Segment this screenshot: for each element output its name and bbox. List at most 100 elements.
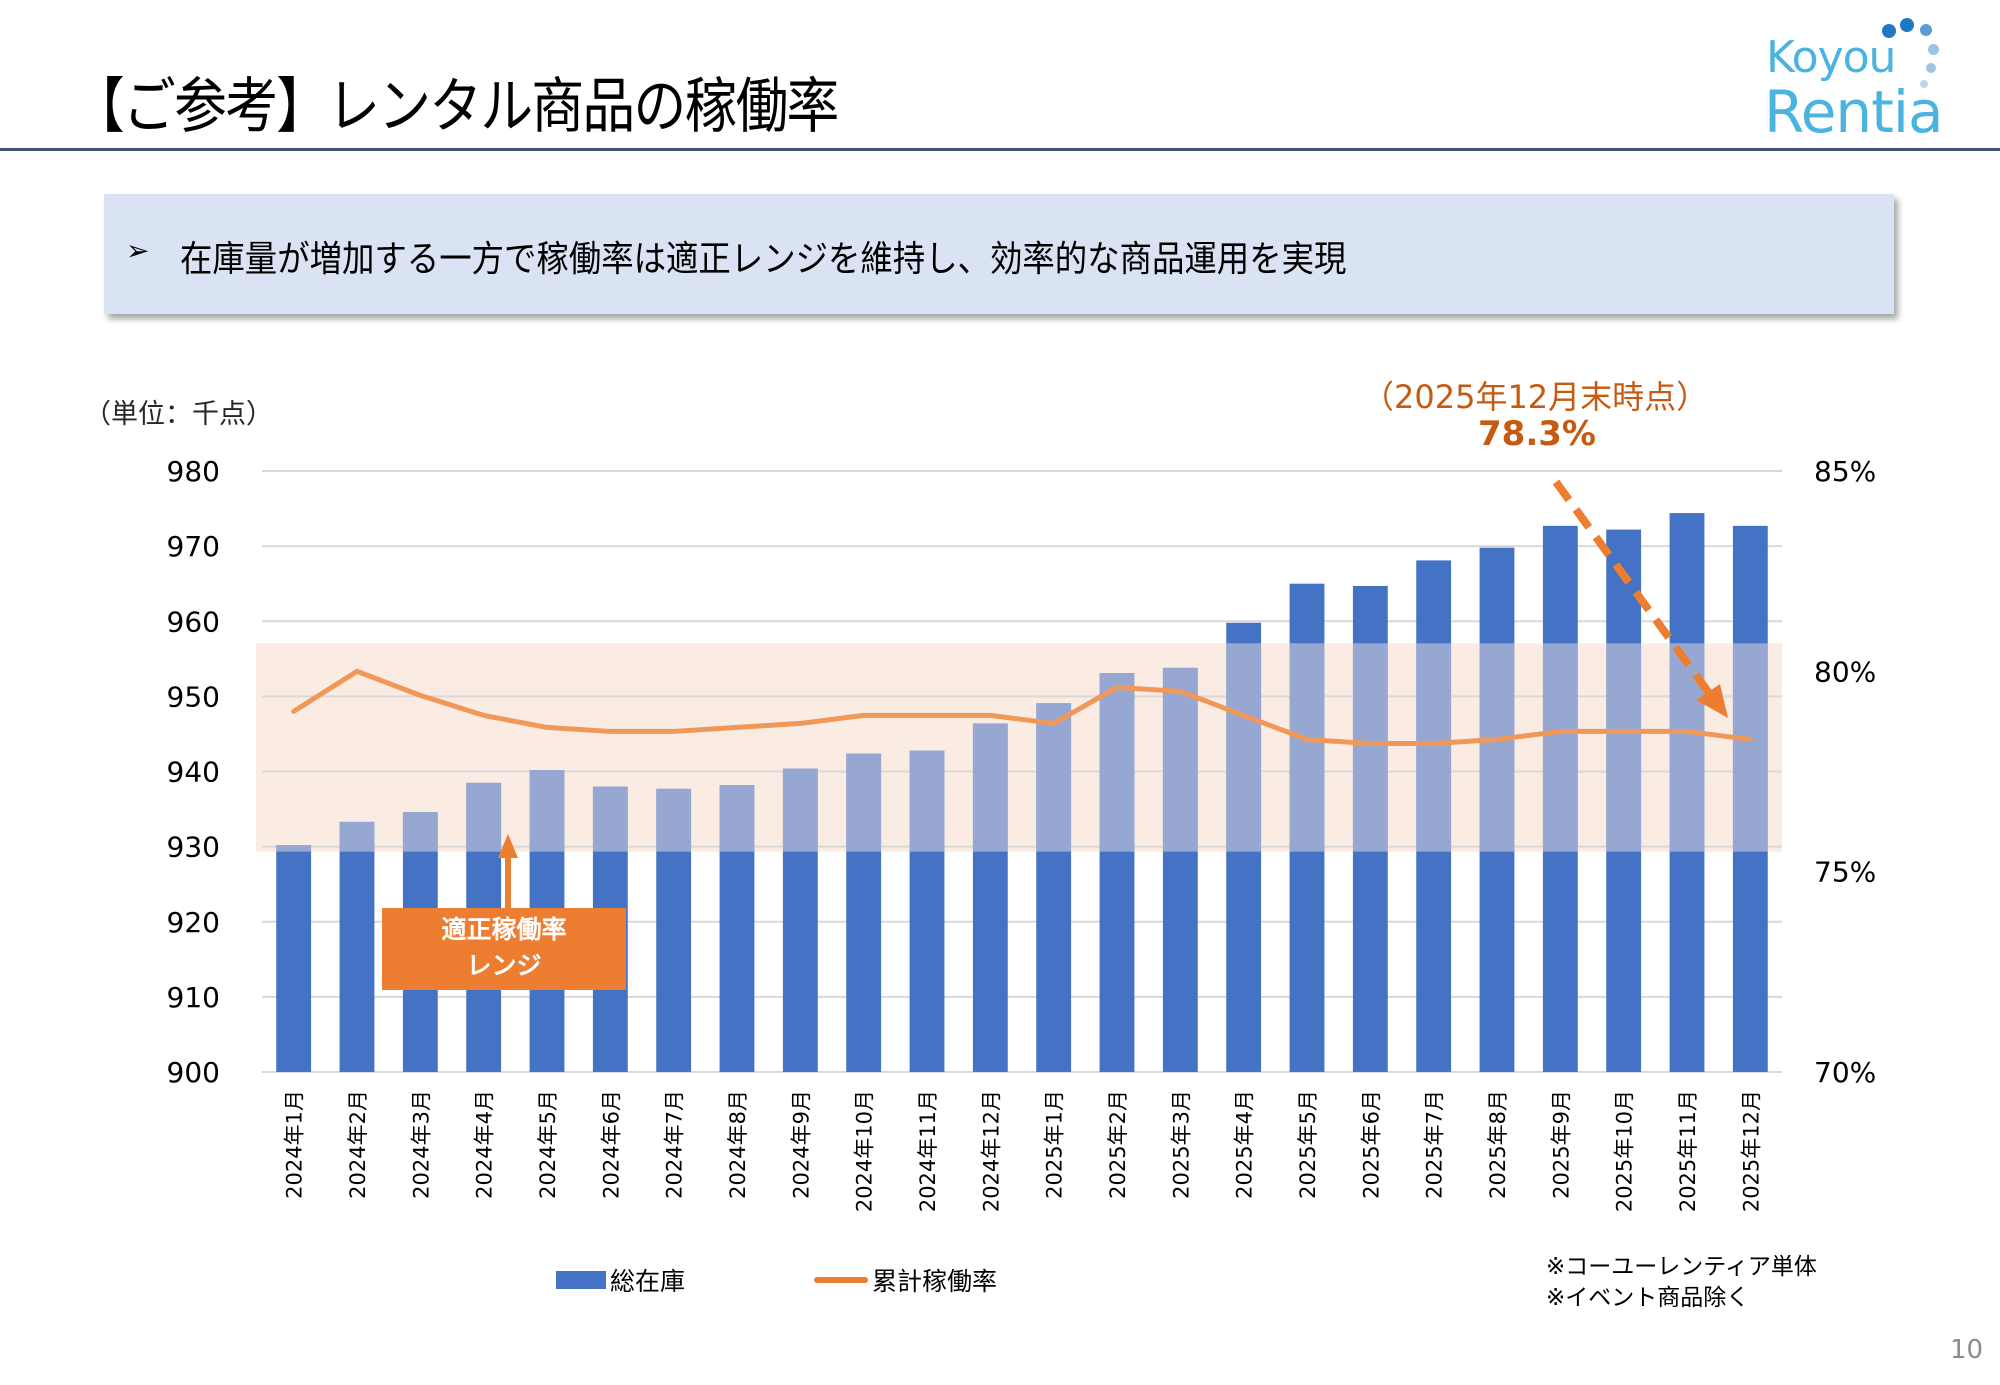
annotation-arrow-shaft [1552,479,1718,703]
bar [656,788,692,1072]
legend-swatch-line [814,1277,868,1283]
logo-dot [1928,44,1939,55]
x-tick-label: 2024年3月 [409,1090,433,1199]
company-logo: Koyou Rentia [1760,18,1960,146]
logo-dot [1882,24,1896,38]
y-tick-label-left: 920 [167,906,220,939]
bar-band-overlap [1542,643,1578,852]
bar [972,723,1008,1072]
y-tick-label-left: 950 [167,680,220,713]
bar [1099,673,1135,1072]
x-tick-label: 2025年12月 [1739,1090,1763,1212]
bar-band-overlap [1606,643,1642,852]
target-range-band [256,643,1782,852]
bar-band-overlap [972,723,1008,852]
bar-band-overlap [1732,643,1768,852]
bar-band-overlap [1226,643,1262,852]
bar [276,845,312,1072]
y-tick-label-left: 940 [167,756,220,789]
x-tick-label: 2025年2月 [1106,1090,1130,1199]
range-arrow-up-icon [498,834,518,858]
bar [1162,667,1198,1072]
bullet-arrow-icon: ➢ [126,234,150,267]
legend-swatch-bar [556,1271,606,1289]
bar-band-overlap [1479,643,1515,852]
footnotes: ※コーユーレンティア単体 ※イベント商品除く [1546,1252,1817,1314]
title-divider [0,148,2000,151]
logo-dot [1926,63,1936,73]
target-range-label-line1: 適正稼働率 [441,915,567,944]
x-tick-label: 2024年7月 [663,1090,687,1199]
bar [1036,703,1072,1072]
bar-band-overlap [846,753,882,852]
bar [1289,583,1325,1072]
bar-band-overlap [466,782,502,852]
x-tick-label: 2025年9月 [1549,1090,1573,1199]
line-series [291,668,1753,746]
y-tick-label-left: 980 [167,455,220,488]
x-tick-label: 2024年11月 [916,1090,940,1212]
bar [846,753,882,1072]
bar [1479,547,1515,1072]
bar-band-overlap [592,786,628,852]
annotation-arrow-head-icon [1696,684,1728,718]
summary-banner: ➢ 在庫量が増加する一方で稼働率は適正レンジを維持し、効率的な商品運用を実現 [104,194,1894,314]
summary-text: 在庫量が増加する一方で稼働率は適正レンジを維持し、効率的な商品運用を実現 [180,239,1347,280]
x-tick-label: 2024年9月 [789,1090,813,1199]
x-tick-label: 2024年6月 [599,1090,623,1199]
x-tick-label: 2025年7月 [1423,1090,1447,1199]
bar-band-overlap [909,750,945,852]
x-tick-label: 2025年6月 [1359,1090,1383,1199]
logo-dot [1920,24,1932,36]
bar [782,768,818,1072]
x-tick-label: 2024年4月 [473,1090,497,1199]
logo-text-rentia: Rentia [1764,78,1944,146]
annotation-value: 78.3% [1478,414,1596,454]
bar [1226,622,1262,1072]
y-tick-label-left: 970 [167,530,220,563]
x-tick-label: 2025年3月 [1169,1090,1193,1199]
logo-text-koyou: Koyou [1766,32,1896,83]
bar [1606,529,1642,1072]
bar-band-overlap [339,821,375,852]
x-tick-label: 2025年4月 [1233,1090,1257,1199]
bar-band-overlap [276,845,312,852]
bar-band-overlap [656,788,692,852]
bar [1352,585,1388,1072]
legend-label-bar: 総在庫 [610,1267,686,1296]
x-tick-label: 2025年1月 [1043,1090,1067,1199]
annotation-date: （2025年12月末時点） [1362,378,1709,416]
bar-band-overlap [1352,643,1388,852]
bar-band-overlap [1099,673,1135,852]
bar-band-overlap [719,785,755,852]
x-tick-label: 2025年5月 [1296,1090,1320,1199]
legend-item-bar: 総在庫 [556,1262,685,1298]
x-tick-label: 2025年10月 [1613,1090,1637,1212]
bar [909,750,945,1072]
x-tick-label: 2025年11月 [1676,1090,1700,1212]
x-tick-label: 2024年5月 [536,1090,560,1199]
bar [719,785,755,1072]
y-tick-label-left: 900 [167,1056,220,1089]
bar-band-overlap [1416,643,1452,852]
bar-band-overlap [1036,703,1072,852]
logo-dot [1900,18,1914,32]
bar-band-overlap [1289,643,1325,852]
y-tick-label-left: 960 [167,605,220,638]
footnote: ※コーユーレンティア単体 [1546,1254,1817,1280]
page-title: 【ご参考】レンタル商品の稼働率 [72,72,839,142]
x-tick-label: 2024年10月 [853,1090,877,1212]
y-tick-label-left: 910 [167,981,220,1014]
x-tick-label: 2024年12月 [979,1090,1003,1212]
x-tick-label: 2024年2月 [346,1090,370,1199]
bar [1669,513,1705,1072]
bar [1732,525,1768,1072]
bar [339,821,375,1072]
x-tick-label: 2024年1月 [283,1090,307,1199]
page-number: 10 [1950,1335,1984,1365]
legend-label-line: 累計稼働率 [872,1267,998,1296]
bar-band-overlap [1162,667,1198,852]
unit-label: （単位：千点） [84,399,273,430]
y-tick-label-right: 75% [1814,856,1876,889]
y-tick-label-right: 85% [1814,455,1876,488]
